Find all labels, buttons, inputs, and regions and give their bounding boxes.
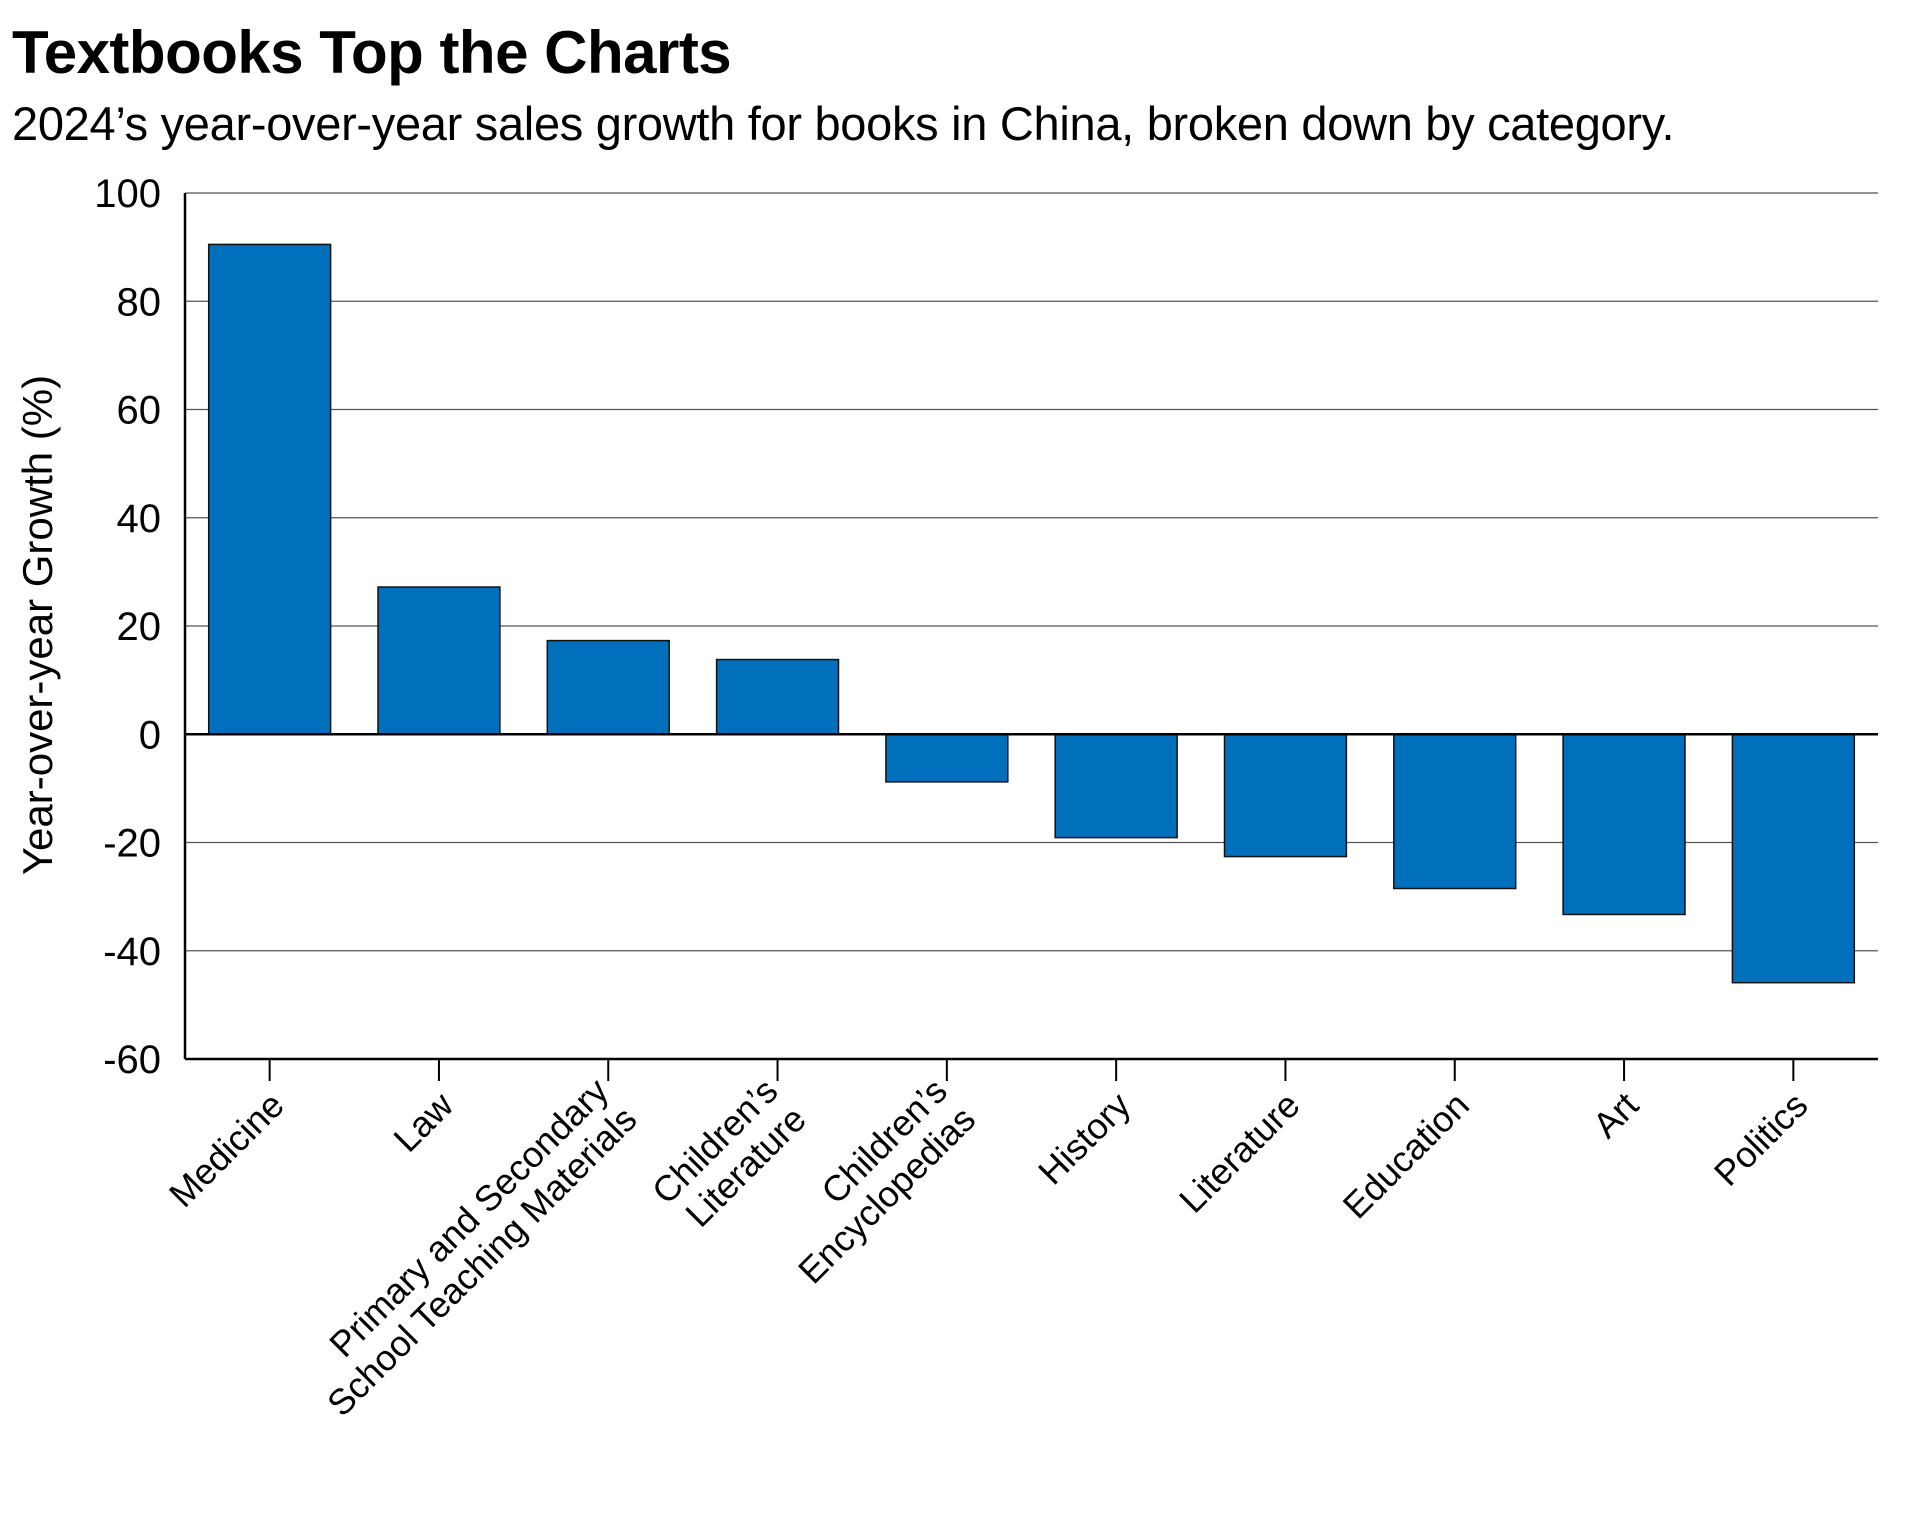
x-tick-label: Education [1335,1084,1477,1226]
x-tick-label-line: Medicine [161,1084,292,1215]
x-tick-label: Literature [1171,1084,1308,1221]
x-tick-label: Law [385,1083,461,1159]
y-tick-labels: 100 80 60 40 20 0 -20 -40 -60 [94,172,161,1082]
axes [183,193,1878,1081]
x-tick-label-line: Education [1335,1084,1477,1226]
bar [377,586,501,736]
y-tick-label: 100 [94,172,161,216]
bar [1562,733,1686,916]
y-tick-label: 80 [117,280,162,324]
y-tick-label: 40 [117,497,162,541]
bar [1054,733,1178,839]
y-tick-label: -20 [103,822,161,866]
y-tick-label: 60 [117,389,162,433]
y-axis-title: Year-over-year Growth (%) [14,375,61,875]
bar [1731,733,1856,984]
bar [1393,733,1517,890]
bar [546,639,670,736]
bar [1223,733,1348,858]
x-tick-label: Art [1585,1084,1647,1146]
x-tick-label-line: Law [385,1083,461,1159]
x-tick-label-line: History [1030,1084,1138,1192]
y-tick-label: 0 [139,713,161,757]
x-tick-label-line: Politics [1706,1084,1816,1194]
x-tick-label-line: School Teaching Materials [319,1098,645,1424]
x-tick-label-line: Literature [1171,1084,1308,1221]
y-tick-label: -60 [103,1038,161,1082]
chart-subtitle: 2024’s year-over-year sales growth for b… [12,97,1675,150]
bar [885,733,1009,783]
x-tick-label: History [1030,1084,1138,1192]
x-tick-label: Medicine [161,1084,292,1215]
chart-title: Textbooks Top the Charts [12,19,732,86]
x-tick-label-line: Art [1585,1084,1647,1146]
x-tick-label: Politics [1706,1084,1816,1194]
bar [715,658,840,735]
bars [207,243,1856,984]
x-tick-label-line: Primary and Secondary [321,1070,616,1365]
bar [207,243,332,735]
y-tick-label: 20 [117,605,162,649]
y-tick-label: -40 [103,930,161,974]
